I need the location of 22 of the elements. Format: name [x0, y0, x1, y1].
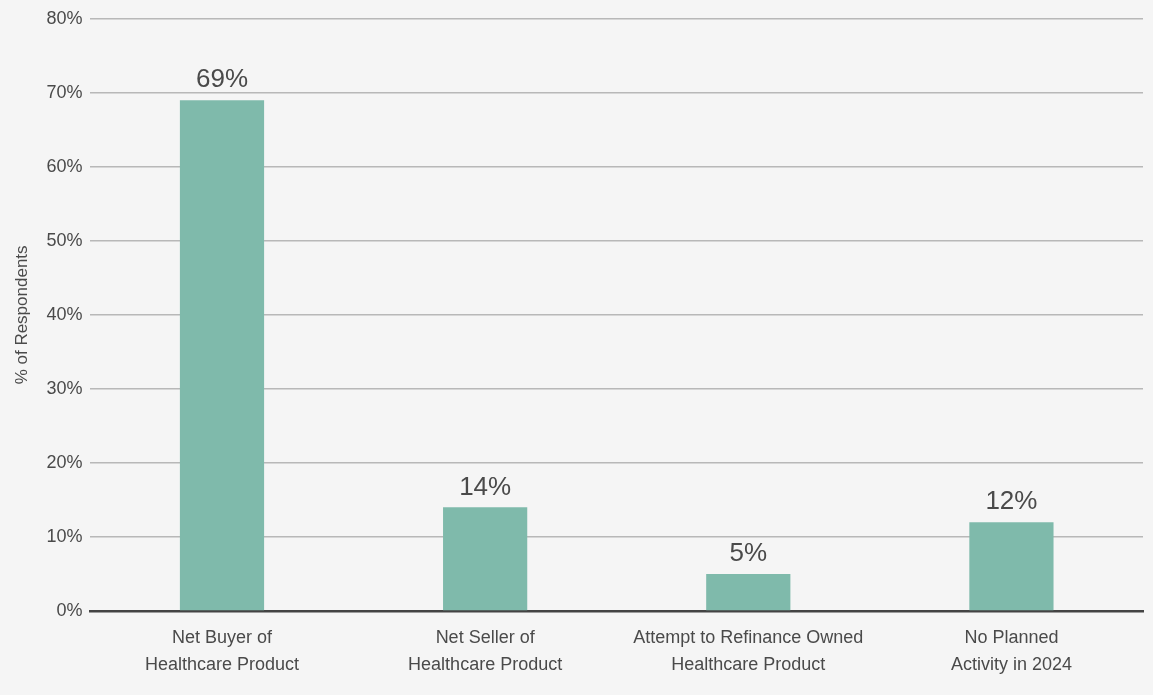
bar: [443, 507, 528, 611]
y-tick-label: 70%: [46, 81, 83, 102]
data-label: 12%: [985, 485, 1038, 516]
data-label: 14%: [459, 470, 512, 501]
x-tick-label: Attempt to Refinance Owned Healthcare Product: [633, 627, 864, 675]
y-tick-label: 30%: [46, 377, 83, 398]
y-tick-label: 20%: [46, 451, 83, 472]
bar: [969, 522, 1054, 611]
bar: [179, 100, 265, 611]
data-label: 69%: [195, 63, 249, 94]
y-tick-label: 0%: [56, 599, 83, 620]
y-axis-title: % of Respondents: [11, 245, 31, 385]
data-label: 5%: [729, 537, 768, 568]
y-tick-label: 50%: [46, 229, 83, 250]
x-tick-label: Net Buyer of Healthcare Product: [144, 627, 300, 675]
y-tick-label: 60%: [46, 155, 83, 176]
x-tick-label: Net Seller of Healthcare Product: [408, 627, 563, 675]
x-tick-label: No Planned Activity in 2024: [950, 627, 1072, 675]
bar: [706, 573, 791, 611]
y-tick-label: 40%: [46, 303, 83, 324]
y-tick-label: 10%: [46, 525, 83, 546]
y-tick-label: 80%: [46, 7, 83, 28]
